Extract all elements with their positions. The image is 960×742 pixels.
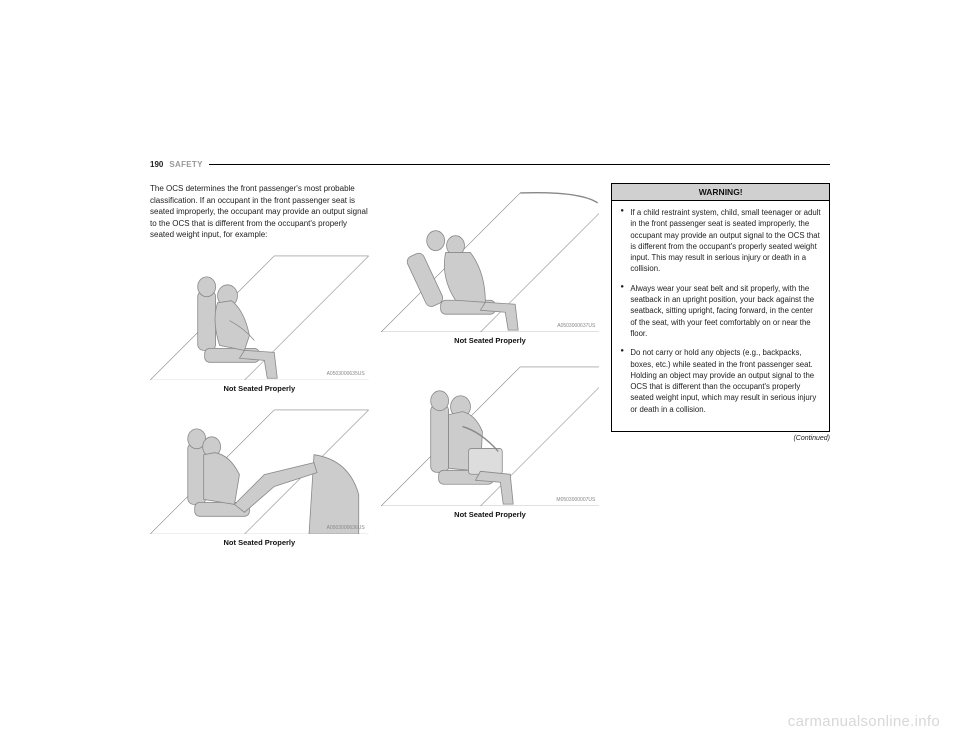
figure-1: A0503000635US [150,251,369,380]
column-3: WARNING! If a child restraint system, ch… [611,183,830,559]
warning-title: WARNING! [612,184,829,201]
figure-code-1: A0503000635US [327,371,365,377]
intro-paragraph: The OCS determines the front passenger's… [150,183,369,241]
header-rule [209,164,830,165]
continued-label: (Continued) [611,435,830,442]
column-1: The OCS determines the front passenger's… [150,183,369,559]
figure-3: A0503000637US [381,183,600,332]
seating-illustration-1 [150,251,369,380]
warning-item-2: Always wear your seat belt and sit prope… [620,283,821,339]
page-number: 190 [150,160,163,169]
figure-code-4: M0503000007US [556,497,595,503]
figure-caption-4: Not Seated Properly [381,510,600,519]
content-columns: The OCS determines the front passenger's… [150,183,830,559]
watermark: carmanualsonline.info [788,713,940,730]
figure-caption-3: Not Seated Properly [381,336,600,345]
figure-4: M0503000007US [381,357,600,506]
seating-illustration-4 [381,357,600,506]
manual-page: 190 SAFETY The OCS determines the front … [150,160,830,559]
warning-item-3: Do not carry or hold any objects (e.g., … [620,347,821,415]
seating-illustration-2 [150,405,369,534]
figure-code-2: A0503000636US [327,525,365,531]
figure-caption-2: Not Seated Properly [150,538,369,547]
figure-caption-1: Not Seated Properly [150,384,369,393]
figure-code-3: A0503000637US [557,323,595,329]
seating-illustration-3 [381,183,600,332]
warning-body: If a child restraint system, child, smal… [612,201,829,431]
warning-item-1: If a child restraint system, child, smal… [620,207,821,275]
figure-2: A0503000636US [150,405,369,534]
warning-box: WARNING! If a child restraint system, ch… [611,183,830,432]
section-title: SAFETY [169,160,202,169]
page-header: 190 SAFETY [150,160,830,169]
column-2: A0503000637US Not Seated Properly [381,183,600,559]
